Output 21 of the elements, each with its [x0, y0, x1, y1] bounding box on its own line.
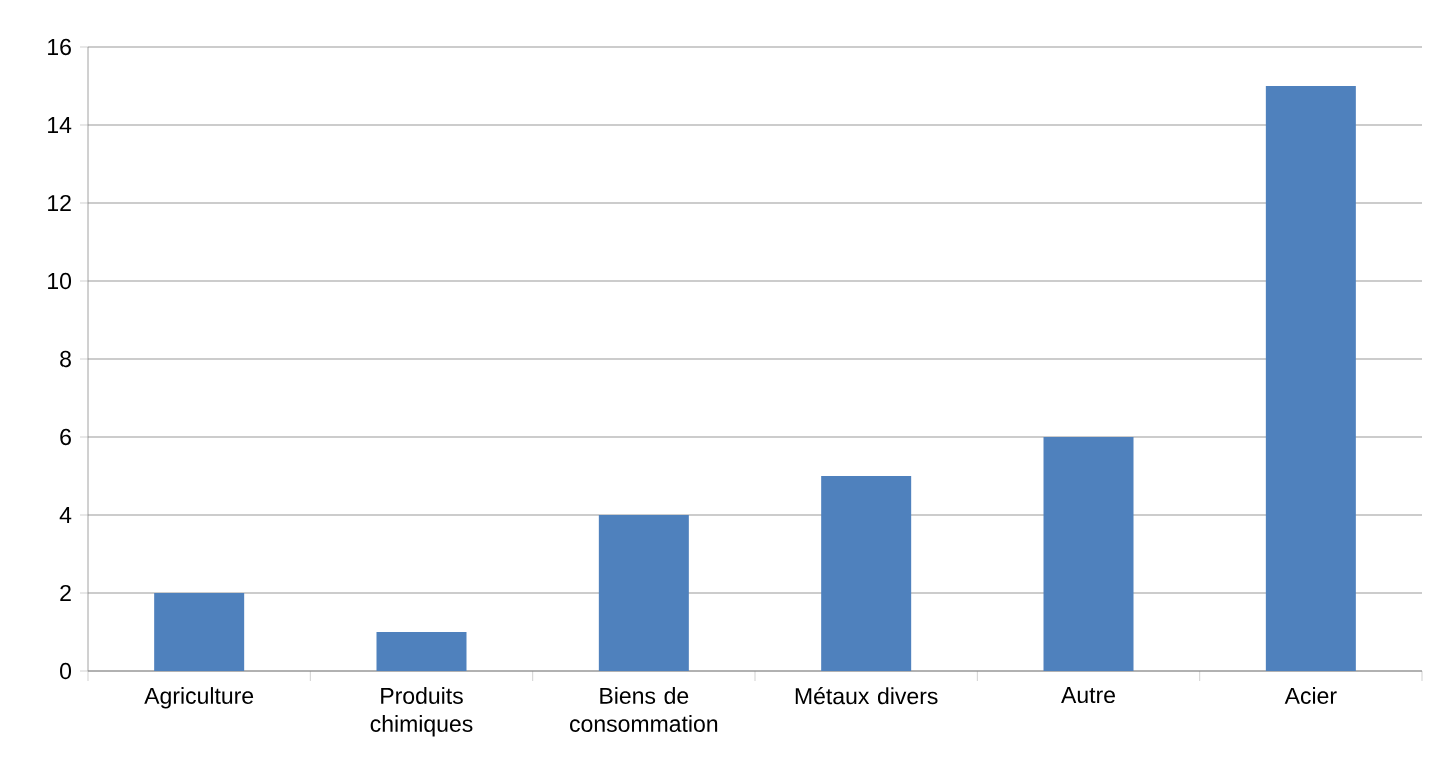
x-tick-label: Acier: [1284, 687, 1337, 704]
y-tick-label: 10: [48, 272, 72, 290]
bar: [1265, 85, 1356, 671]
y-tick-label: 2: [60, 584, 71, 602]
x-tick-label: Agriculture: [144, 687, 254, 709]
bar: [598, 515, 689, 671]
y-tick-label: 12: [48, 194, 71, 212]
y-tick-label: 6: [60, 428, 71, 446]
x-tick-label: Métaux divers: [795, 687, 938, 705]
x-tick-label: Autre: [1061, 687, 1115, 704]
bar: [1043, 437, 1134, 671]
bar: [821, 476, 912, 671]
y-tick-label: 14: [48, 117, 72, 133]
y-tick-label: 0: [60, 662, 72, 680]
y-tick-label: 8: [60, 350, 71, 368]
y-tick-label: 4: [59, 507, 72, 523]
bar: [154, 593, 245, 671]
y-tick-label: 16: [48, 38, 71, 56]
x-tick-label: Produits chimiques: [370, 687, 473, 737]
bar: [376, 632, 467, 671]
x-tick-label: Biens de consommation: [570, 687, 718, 732]
